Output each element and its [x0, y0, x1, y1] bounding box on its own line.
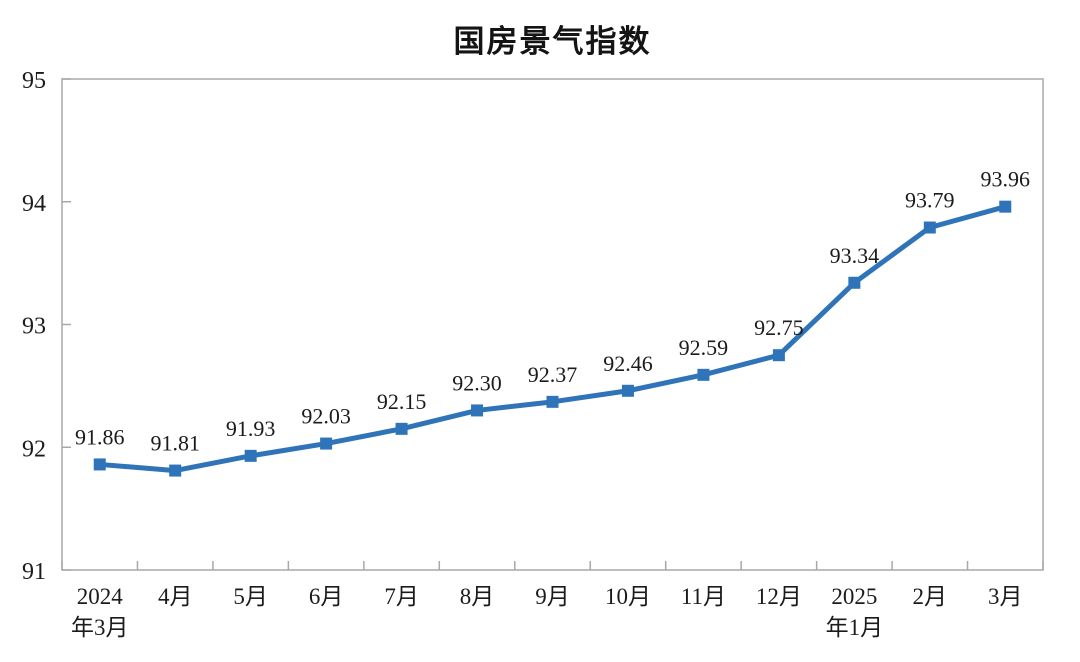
data-label: 91.81 — [150, 431, 200, 456]
x-axis-label: 8月 — [460, 584, 495, 609]
data-label: 92.15 — [377, 389, 427, 414]
y-axis-label: 93 — [22, 314, 46, 340]
x-axis-label: 年1月 — [826, 615, 884, 640]
data-point-marker — [93, 458, 106, 471]
data-point-marker — [848, 276, 861, 289]
data-label: 92.46 — [603, 351, 653, 376]
data-label: 91.93 — [226, 416, 276, 441]
data-point-marker — [621, 384, 634, 397]
x-axis-label: 年3月 — [71, 615, 129, 640]
data-point-marker — [395, 422, 408, 435]
data-point-marker — [923, 221, 936, 234]
data-point-marker — [697, 368, 710, 381]
data-point-marker — [471, 404, 484, 417]
x-axis-label: 7月 — [384, 584, 419, 609]
data-point-marker — [772, 349, 785, 362]
data-point-marker — [999, 200, 1012, 213]
x-axis-label: 10月 — [605, 584, 651, 609]
chart-title: 国房景气指数 — [453, 24, 652, 59]
data-label: 93.34 — [830, 243, 880, 268]
x-axis-label: 4月 — [158, 584, 193, 609]
data-label: 93.79 — [905, 188, 955, 213]
x-axis-label: 3月 — [988, 584, 1023, 609]
data-label: 92.59 — [679, 335, 729, 360]
data-label: 92.03 — [301, 404, 351, 429]
data-label: 92.30 — [452, 370, 502, 395]
x-axis-label: 2025 — [831, 584, 877, 609]
data-point-marker — [320, 437, 333, 450]
data-label: 92.37 — [528, 362, 578, 387]
x-axis-label: 2024 — [77, 584, 124, 609]
data-point-marker — [169, 464, 182, 477]
plot-frame — [61, 78, 1044, 571]
data-label: 93.96 — [981, 167, 1031, 192]
data-point-marker — [546, 395, 559, 408]
data-label: 91.86 — [75, 424, 125, 449]
data-point-marker — [244, 449, 257, 462]
y-axis-label: 94 — [22, 191, 46, 217]
x-axis-label: 12月 — [756, 584, 802, 609]
x-axis-label: 11月 — [681, 584, 726, 609]
x-axis-label: 5月 — [233, 584, 268, 609]
y-axis-label: 91 — [22, 559, 46, 585]
x-axis-label: 2月 — [913, 584, 948, 609]
x-axis-label: 9月 — [535, 584, 570, 609]
x-axis-label: 6月 — [309, 584, 344, 609]
y-axis-label: 95 — [22, 68, 46, 94]
y-axis-label: 92 — [22, 436, 46, 462]
data-label: 92.75 — [754, 315, 804, 340]
